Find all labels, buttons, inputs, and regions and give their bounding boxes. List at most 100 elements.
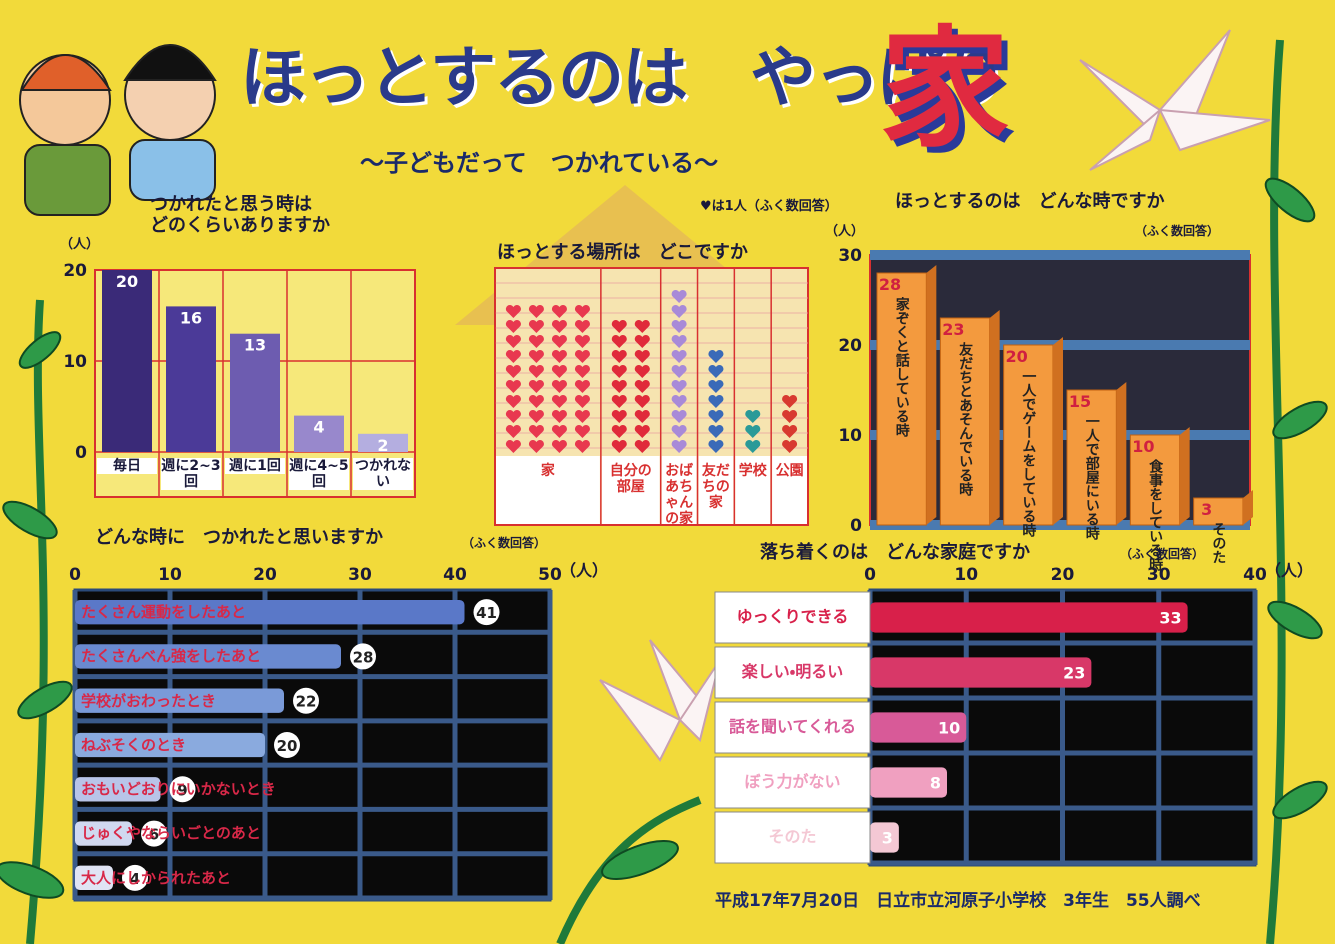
- heart: [551, 364, 567, 378]
- category-label: 自分の部屋: [609, 463, 652, 496]
- category-label: 週に1回: [225, 458, 285, 475]
- heart-stack: [505, 304, 590, 453]
- y-tick-label: 20: [63, 261, 87, 281]
- heart: [611, 439, 627, 453]
- heart: [708, 394, 724, 408]
- value-label: 2: [377, 436, 388, 455]
- heart: [574, 394, 590, 408]
- chart-title: ほっとする場所は どこですか: [497, 242, 748, 263]
- value-badge: [274, 732, 300, 758]
- heart: [505, 394, 521, 408]
- bar: [75, 865, 113, 891]
- value-label: 41: [476, 604, 497, 622]
- x-tick-label: 40: [443, 565, 467, 585]
- label-cell: [698, 456, 734, 524]
- bar-side: [989, 310, 1000, 525]
- category-label: 家ぞくと話している時: [893, 297, 910, 437]
- heart: [505, 334, 521, 348]
- category-label: 一人で部屋にいる時: [1083, 414, 1100, 540]
- heart: [782, 424, 798, 438]
- value-label: 10: [938, 719, 960, 738]
- value-badge: [169, 776, 196, 803]
- category-label: ぼう力がない: [744, 771, 841, 791]
- bar: [870, 657, 1092, 688]
- bar: [870, 712, 967, 743]
- heart: [528, 394, 544, 408]
- heart: [611, 349, 627, 363]
- category-label: 食事をしている時: [1147, 459, 1164, 571]
- heart: [574, 439, 590, 453]
- heart: [574, 334, 590, 348]
- heart: [671, 289, 687, 303]
- heart-stack: [708, 349, 724, 453]
- heart: [611, 319, 627, 333]
- category-label: おもいどおりにいかないとき: [81, 780, 276, 799]
- chart-note: （ふく数回答）: [462, 536, 547, 550]
- value-badge: [141, 820, 167, 847]
- value-label: 23: [1063, 664, 1085, 683]
- label-box: [714, 646, 871, 699]
- heart: [611, 379, 627, 393]
- bar: [939, 317, 991, 526]
- heart: [528, 319, 544, 333]
- chart-note: （ふく数回答）: [1135, 224, 1220, 238]
- category-label: たくさん運動をしたあと: [81, 602, 247, 621]
- chart-note: （ふく数回答）: [1120, 547, 1205, 561]
- heart: [782, 409, 798, 423]
- y-tick-label: 20: [838, 336, 862, 356]
- heart: [634, 334, 650, 348]
- chart-title: つかれたと思う時は どのくらいありますか: [150, 194, 330, 236]
- bar-side: [1116, 382, 1127, 525]
- category-label: おばあちゃんの家: [665, 463, 694, 528]
- value-label: 3: [1201, 500, 1212, 519]
- category-label: ゆっくりできる: [736, 606, 849, 626]
- x-axis-label: （人）: [560, 561, 609, 580]
- heart: [611, 409, 627, 423]
- label-cell: [735, 456, 771, 524]
- bar: [1066, 389, 1117, 526]
- x-tick-label: 20: [253, 565, 277, 585]
- value-badge: [293, 687, 319, 714]
- value-label: 9: [177, 781, 187, 799]
- value-label: 4: [313, 418, 324, 437]
- value-badge: [350, 643, 376, 670]
- bar: [294, 415, 344, 452]
- heart: [505, 304, 521, 318]
- heart: [505, 409, 521, 423]
- bar: [75, 688, 284, 713]
- title: ほっとするのは やっぱり: [240, 39, 1008, 116]
- bar: [75, 777, 161, 802]
- heart: [671, 364, 687, 378]
- heart: [574, 364, 590, 378]
- heart: [782, 394, 798, 408]
- heart: [551, 439, 567, 453]
- heart: [611, 334, 627, 348]
- x-tick-label: 30: [348, 565, 372, 585]
- heart: [671, 334, 687, 348]
- category-label: 家: [540, 463, 555, 479]
- heart: [574, 304, 590, 318]
- heart: [574, 379, 590, 393]
- heart: [528, 439, 544, 453]
- category-label: そのた: [768, 826, 817, 846]
- heart: [528, 364, 544, 378]
- bar-side: [1053, 337, 1063, 525]
- heart: [671, 424, 687, 438]
- bar-side: [1243, 490, 1253, 525]
- heart: [611, 394, 627, 408]
- value-label: 33: [1159, 609, 1181, 628]
- bar: [75, 644, 341, 669]
- heart: [551, 424, 567, 438]
- heart: [551, 334, 567, 348]
- heart: [745, 439, 761, 453]
- heart: [708, 439, 724, 453]
- label-cell: [661, 456, 697, 524]
- category-label: 一人でゲームをしている時: [1020, 369, 1037, 537]
- value-label: 13: [244, 336, 266, 355]
- children: [19, 44, 217, 216]
- y-tick-label: 10: [838, 426, 862, 446]
- bar: [358, 433, 408, 452]
- heart: [574, 349, 590, 363]
